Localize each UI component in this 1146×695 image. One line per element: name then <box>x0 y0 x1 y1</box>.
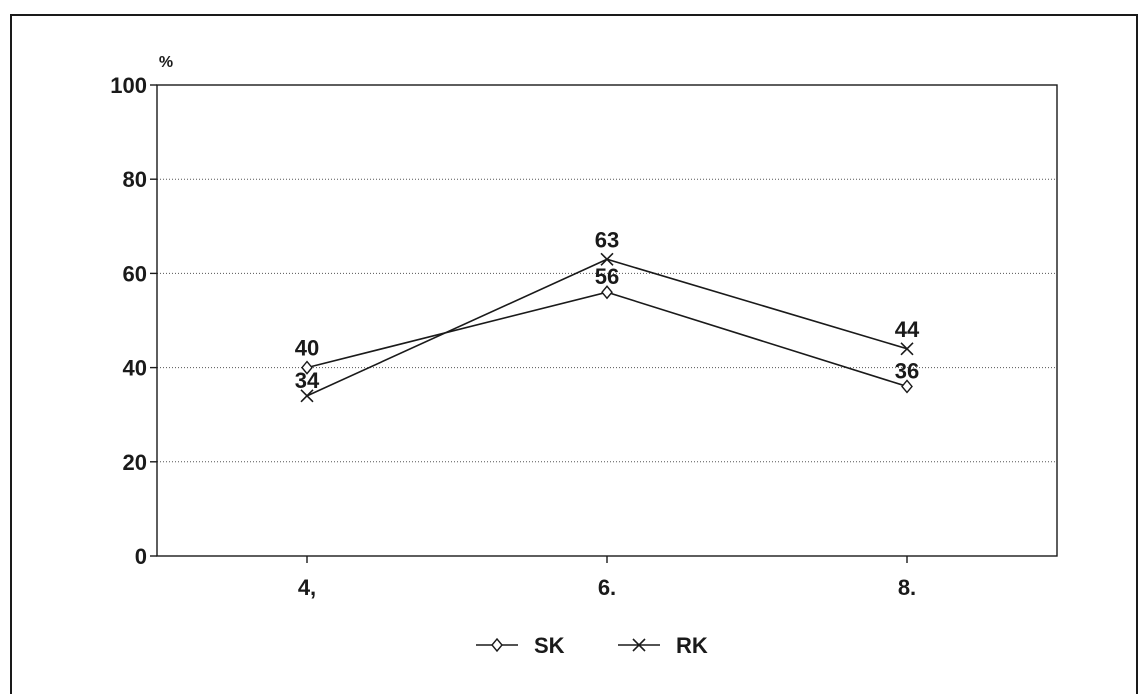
y-tick-label: 20 <box>123 450 147 475</box>
legend-label-rk: RK <box>676 633 708 658</box>
data-label-sk: 56 <box>595 264 619 289</box>
data-label-rk: 44 <box>895 317 920 342</box>
plot-area-border <box>156 84 1058 557</box>
series-rk <box>300 252 914 403</box>
data-point-rk <box>300 389 314 403</box>
data-point-sk <box>601 285 613 300</box>
data-point-sk <box>901 379 913 394</box>
chart-frame <box>10 14 1138 694</box>
x-tick-label: 6. <box>598 575 616 600</box>
axes <box>156 84 1058 557</box>
x-tick-label: 8. <box>898 575 916 600</box>
y-tick-label: 40 <box>123 356 147 381</box>
legend: SK RK <box>476 633 708 658</box>
y-axis-unit-label: % <box>159 54 173 71</box>
y-tick-label: 60 <box>123 261 147 286</box>
series-line-sk <box>306 291 908 388</box>
data-label-sk: 40 <box>295 336 319 361</box>
data-point-rk <box>900 342 914 356</box>
data-label-sk: 36 <box>895 358 919 383</box>
legend-item-sk: SK <box>476 633 565 658</box>
legend-item-rk: RK <box>618 633 708 658</box>
data-label-rk: 63 <box>595 227 619 252</box>
data-point-rk <box>600 252 614 266</box>
series-layer: 40 34 63 56 44 36 <box>295 227 920 403</box>
x-tick-label: 4, <box>298 575 316 600</box>
y-tick-label: 80 <box>123 167 147 192</box>
y-tick-label: 0 <box>135 544 147 569</box>
y-tick-label: 100 <box>110 73 147 98</box>
data-point-sk <box>301 360 313 375</box>
legend-marker-rk <box>632 638 646 652</box>
y-axis-ticks: 0 20 40 60 80 100 <box>110 73 157 569</box>
series-sk <box>301 285 913 394</box>
x-axis-ticks: 4, 6. 8. <box>298 556 916 600</box>
data-label-rk: 34 <box>295 368 320 393</box>
legend-marker-sk <box>491 637 503 653</box>
legend-label-sk: SK <box>534 633 565 658</box>
